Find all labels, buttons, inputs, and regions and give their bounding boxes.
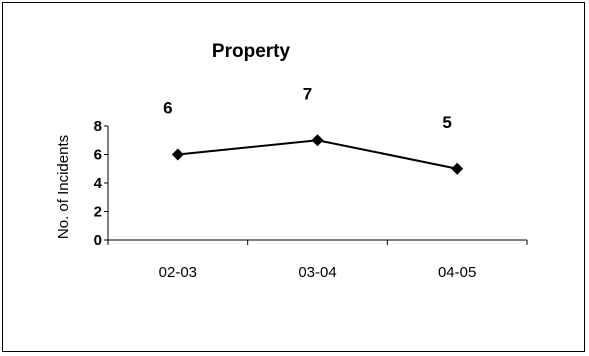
x-tick-label: 02-03 <box>159 264 197 281</box>
x-tick-label: 03-04 <box>298 264 336 281</box>
data-point <box>311 134 324 147</box>
y-tick-label: 2 <box>94 204 102 221</box>
chart-frame <box>2 2 585 352</box>
x-tick-label: 04-05 <box>438 264 476 281</box>
y-tick-label: 8 <box>94 118 102 135</box>
series-line <box>171 134 464 175</box>
data-label: 7 <box>303 84 312 103</box>
y-axis-label: No. of Incidents <box>55 135 72 239</box>
y-tick-label: 6 <box>94 147 102 164</box>
chart-title: Property <box>212 41 291 62</box>
data-label: 6 <box>163 99 172 118</box>
tick-labels: 0 2 4 6 8 02-03 03-04 04-05 <box>94 118 477 281</box>
data-labels: 6 7 5 <box>163 84 452 132</box>
data-point <box>171 148 184 161</box>
axes <box>104 125 528 245</box>
data-label: 5 <box>442 113 451 132</box>
data-point <box>451 162 464 175</box>
y-tick-label: 0 <box>94 232 102 249</box>
y-tick-label: 4 <box>94 175 103 192</box>
